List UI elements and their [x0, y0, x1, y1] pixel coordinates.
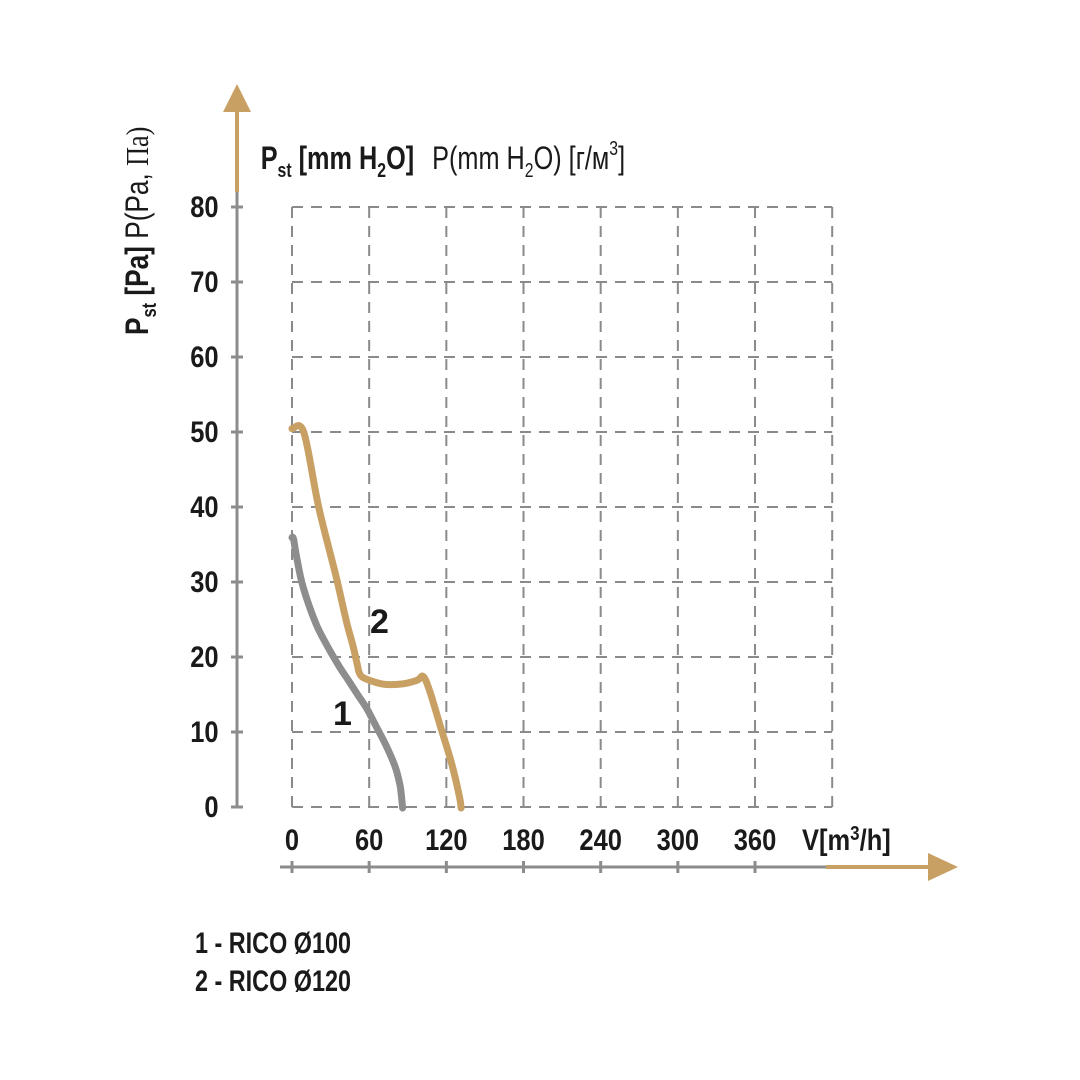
- svg-text:300: 300: [657, 823, 700, 856]
- svg-text:50: 50: [190, 415, 218, 448]
- svg-text:120: 120: [425, 823, 468, 856]
- svg-text:2: 2: [370, 603, 389, 641]
- svg-text:60: 60: [190, 340, 218, 373]
- svg-text:360: 360: [734, 823, 777, 856]
- svg-text:80: 80: [190, 190, 218, 223]
- svg-text:P(mm H2O) [г/м3]: P(mm H2O) [г/м3]: [432, 137, 625, 181]
- svg-text:2 - RICO Ø120: 2 - RICO Ø120: [195, 964, 351, 997]
- svg-text:0: 0: [204, 790, 218, 823]
- svg-text:Pst [Pa] P(Pa, Па): Pst [Pa] P(Pa, Па): [121, 127, 161, 335]
- svg-text:40: 40: [190, 490, 218, 523]
- svg-text:Pst [mm H2O]: Pst [mm H2O]: [261, 141, 414, 181]
- svg-text:180: 180: [502, 823, 545, 856]
- svg-text:0: 0: [285, 823, 299, 856]
- svg-text:V[m3/h]: V[m3/h]: [802, 822, 891, 857]
- svg-text:1: 1: [333, 695, 352, 733]
- svg-text:10: 10: [190, 715, 218, 748]
- svg-text:1 - RICO Ø100: 1 - RICO Ø100: [195, 926, 351, 959]
- svg-text:70: 70: [190, 265, 218, 298]
- svg-text:240: 240: [579, 823, 622, 856]
- svg-text:30: 30: [190, 565, 218, 598]
- svg-text:20: 20: [190, 640, 218, 673]
- svg-text:60: 60: [355, 823, 383, 856]
